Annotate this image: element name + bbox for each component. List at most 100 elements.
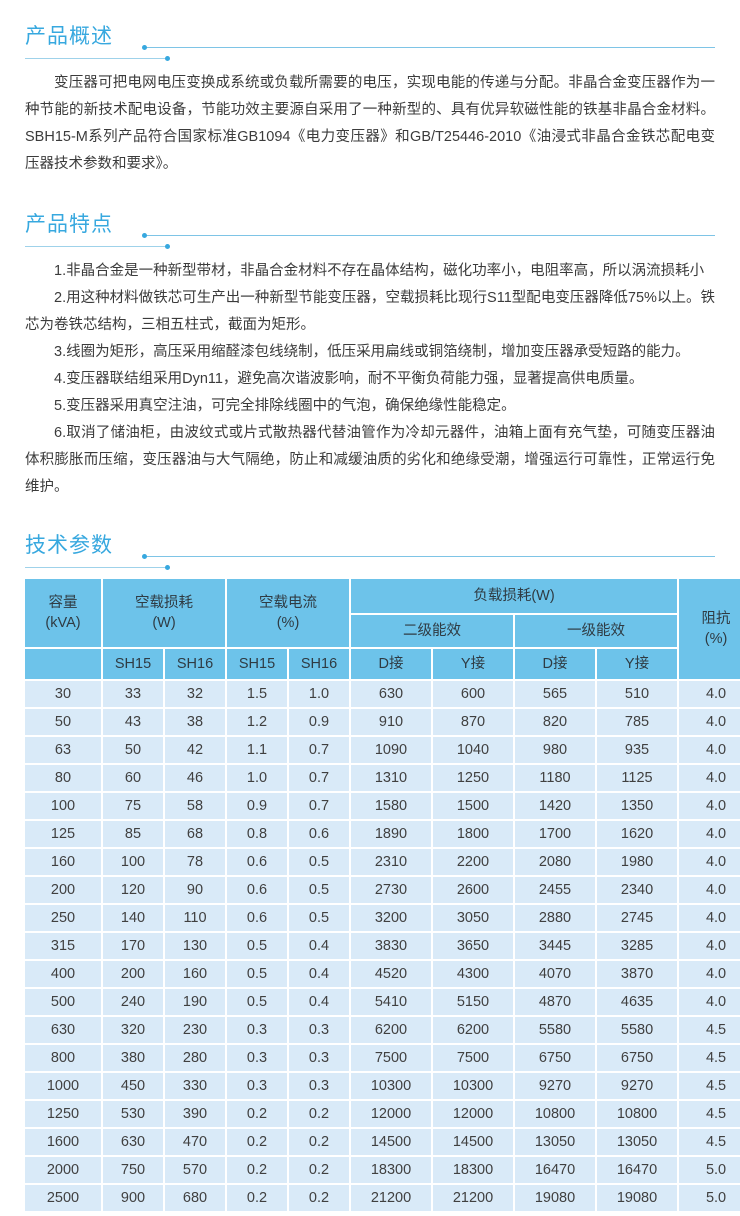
table-cell: 6750	[515, 1045, 597, 1073]
overview-paragraph: 变压器可把电网电压变换成系统或负载所需要的电压，实现电能的传递与分配。非晶合金变…	[25, 75, 715, 172]
table-cell: 42	[165, 737, 227, 765]
feature-item: 1.非晶合金是一种新型带材，非晶合金材料不存在晶体结构，磁化功率小，电阻率高，所…	[54, 263, 705, 279]
table-cell: 0.2	[289, 1185, 351, 1211]
heading-dot-left	[142, 45, 147, 50]
table-cell: 18300	[433, 1157, 515, 1185]
header-grade1: 一级能效	[515, 615, 680, 649]
table-row: 250 140 110 0.6 0.5 3200 3050 2880 2745 4.0	[25, 905, 740, 933]
table-cell: 2340	[597, 877, 680, 905]
table-cell: 10800	[515, 1101, 597, 1129]
table-cell: 110	[165, 905, 227, 933]
table-cell: 470	[165, 1129, 227, 1157]
table-cell: 570	[165, 1157, 227, 1185]
table-header-row-3: SH15 SH16 SH15 SH16 D接 Y接 D接 Y接	[25, 649, 740, 681]
cell-capacity: 2000	[25, 1157, 103, 1185]
cell-capacity: 630	[25, 1017, 103, 1045]
cell-capacity: 100	[25, 793, 103, 821]
table-cell: 0.3	[289, 1073, 351, 1101]
table-cell: 120	[103, 877, 165, 905]
table-cell: 4.0	[679, 961, 740, 989]
table-cell: 0.2	[289, 1157, 351, 1185]
table-cell: 785	[597, 709, 680, 737]
table-cell: 90	[165, 877, 227, 905]
table-cell: 0.4	[289, 961, 351, 989]
heading-dot-right	[165, 244, 170, 249]
table-cell: 38	[165, 709, 227, 737]
table-cell: 3285	[597, 933, 680, 961]
table-cell: 1040	[433, 737, 515, 765]
table-cell: 46	[165, 765, 227, 793]
heading-rule-top	[142, 554, 715, 559]
table-cell: 0.6	[289, 821, 351, 849]
table-row: 630 320 230 0.3 0.3 6200 6200 5580 5580 4.5	[25, 1017, 740, 1045]
feature-list: 1.非晶合金是一种新型带材，非晶合金材料不存在晶体结构，磁化功率小，电阻率高，所…	[25, 258, 715, 501]
feature-item: 5.变压器采用真空注油，可完全排除线圈中的气泡，确保绝缘性能稳定。	[54, 398, 516, 414]
table-cell: 1310	[351, 765, 433, 793]
table-cell: 2455	[515, 877, 597, 905]
table-cell: 4070	[515, 961, 597, 989]
table-cell: 0.2	[227, 1129, 289, 1157]
table-cell: 5410	[351, 989, 433, 1017]
table-row: 2000 750 570 0.2 0.2 18300 18300 16470 16470 5.0	[25, 1157, 740, 1185]
table-cell: 4.0	[679, 877, 740, 905]
header-capacity-unit: (kVA)	[45, 615, 81, 631]
table-cell: 18300	[351, 1157, 433, 1185]
table-cell: 43	[103, 709, 165, 737]
table-cell: 4.5	[679, 1073, 740, 1101]
table-cell: 78	[165, 849, 227, 877]
table-cell: 0.4	[289, 989, 351, 1017]
table-cell: 0.5	[227, 989, 289, 1017]
table-cell: 2730	[351, 877, 433, 905]
heading-rule-bottom	[25, 56, 170, 61]
table-cell: 1.2	[227, 709, 289, 737]
overview-heading: 产品概述	[25, 22, 715, 70]
table-cell: 14500	[351, 1129, 433, 1157]
table-cell: 4300	[433, 961, 515, 989]
table-header-row-2: 二级能效 一级能效	[25, 615, 740, 649]
heading-rule-bottom	[25, 565, 170, 570]
table-cell: 60	[103, 765, 165, 793]
table-cell: 7500	[351, 1045, 433, 1073]
table-cell: 6200	[433, 1017, 515, 1045]
header-no-load-loss-label: 空载损耗	[135, 595, 193, 611]
table-cell: 2600	[433, 877, 515, 905]
feature-item: 3.线圈为矩形，高压采用缩醛漆包线绕制，低压采用扁线或铜箔绕制，增加变压器承受短…	[54, 344, 690, 360]
table-cell: 16470	[597, 1157, 680, 1185]
table-cell: 4870	[515, 989, 597, 1017]
header-grade1-y: Y接	[597, 649, 680, 681]
table-cell: 9270	[515, 1073, 597, 1101]
table-cell: 0.5	[227, 933, 289, 961]
table-cell: 4.0	[679, 989, 740, 1017]
table-cell: 0.6	[227, 905, 289, 933]
cell-capacity: 250	[25, 905, 103, 933]
technical-parameters-table: 容量 (kVA) 空载损耗 (W) 空载电流 (%) 负载损耗(W) 阻抗 (%	[25, 579, 740, 1211]
table-cell: 510	[597, 681, 680, 709]
cell-capacity: 1600	[25, 1129, 103, 1157]
table-cell: 0.8	[227, 821, 289, 849]
table-cell: 330	[165, 1073, 227, 1101]
table-cell: 935	[597, 737, 680, 765]
table-cell: 750	[103, 1157, 165, 1185]
table-cell: 1500	[433, 793, 515, 821]
table-cell: 2310	[351, 849, 433, 877]
table-cell: 4.0	[679, 933, 740, 961]
table-header: 容量 (kVA) 空载损耗 (W) 空载电流 (%) 负载损耗(W) 阻抗 (%	[25, 579, 740, 681]
header-grade2-y: Y接	[433, 649, 515, 681]
table-cell: 4.0	[679, 793, 740, 821]
header-nl-sh16: SH16	[165, 649, 227, 681]
table-row: 125 85 68 0.8 0.6 1890 1800 1700 1620 4.0	[25, 821, 740, 849]
heading-rule-top	[142, 233, 715, 238]
table-cell: 0.3	[227, 1045, 289, 1073]
heading-dot-right	[165, 56, 170, 61]
cell-capacity: 125	[25, 821, 103, 849]
table-row: 2500 900 680 0.2 0.2 21200 21200 19080 19080 5.0	[25, 1185, 740, 1211]
table-row: 160 100 78 0.6 0.5 2310 2200 2080 1980 4.0	[25, 849, 740, 877]
table-cell: 0.3	[289, 1045, 351, 1073]
table-cell: 3200	[351, 905, 433, 933]
table-cell: 0.2	[227, 1185, 289, 1211]
table-cell: 19080	[597, 1185, 680, 1211]
table-cell: 0.5	[289, 877, 351, 905]
table-cell: 0.7	[289, 737, 351, 765]
table-cell: 2745	[597, 905, 680, 933]
header-capacity: 容量 (kVA)	[25, 579, 103, 649]
